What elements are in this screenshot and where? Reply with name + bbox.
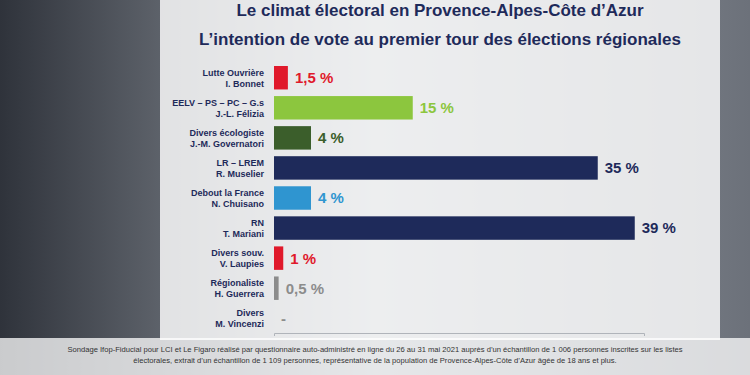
party: Divers: [236, 308, 264, 318]
party: LR – LREM: [216, 158, 264, 168]
data-label: 1 %: [290, 250, 316, 267]
x-axis: [275, 334, 645, 337]
candidate: V. Laupies: [220, 259, 264, 269]
bar: [274, 246, 283, 269]
bar: [274, 186, 311, 209]
candidate: N. Chuisano: [211, 199, 264, 209]
bar: [274, 216, 635, 239]
candidate: T. Mariani: [223, 229, 264, 239]
candidate: M. Vincenzi: [215, 319, 264, 329]
category-label: DiversM. Vincenzi: [215, 308, 264, 329]
candidate: I. Bonnet: [226, 79, 265, 89]
category-label: RégionalisteH. Guerrera: [210, 278, 265, 299]
bar: [274, 126, 311, 149]
data-label: 1,5 %: [295, 69, 333, 86]
category-label: Divers souv.V. Laupies: [211, 248, 264, 269]
bar: [274, 276, 279, 299]
party: Debout la France: [191, 188, 264, 198]
data-label: 15 %: [420, 99, 454, 116]
category-label: LR – LREMR. Muselier: [216, 158, 265, 179]
category-label: Lutte OuvrièreI. Bonnet: [202, 68, 264, 89]
party: RN: [251, 218, 264, 228]
data-labels: 1,5 % 15 % 4 % 35 % 4 % 39 % 1 % 0,5 %-: [281, 69, 676, 327]
party: Divers souv.: [211, 248, 264, 258]
party: Lutte Ouvrière: [202, 68, 264, 78]
source-note: Sondage Ifop-Fiducial pour LCI et Le Fig…: [67, 345, 682, 354]
title: Le climat électoral en Provence-Alpes-Cô…: [236, 1, 644, 20]
data-label: 4 %: [318, 189, 344, 206]
category-labels: Lutte OuvrièreI. Bonnet EELV – PS – PC – …: [172, 68, 265, 330]
category-label: Debout la FranceN. Chuisano: [191, 188, 265, 209]
category-label: Divers écologisteJ.-M. Governatori: [189, 128, 264, 149]
footer-panel: [0, 338, 750, 375]
party: Régionaliste: [210, 278, 264, 288]
candidate: H. Guerrera: [214, 289, 265, 299]
chart: Le climat électoral en Provence-Alpes-Cô…: [0, 0, 750, 375]
panel: [160, 0, 720, 340]
data-label: 35 %: [605, 159, 639, 176]
data-label: -: [281, 310, 286, 327]
source-note: électorales, extrait d’un échantillon de…: [133, 356, 616, 365]
candidate: J.-M. Governatori: [190, 139, 264, 149]
subtitle: L’intention de vote au premier tour des …: [199, 30, 681, 49]
bar: [274, 156, 598, 179]
category-label: EELV – PS – PC – G.sJ.-L. Félizia: [172, 98, 265, 119]
background: [0, 0, 750, 375]
bar: [274, 66, 288, 89]
candidate: R. Muselier: [216, 169, 265, 179]
category-label: RNT. Mariani: [223, 218, 264, 239]
data-label: 39 %: [642, 219, 676, 236]
bars: [274, 66, 635, 300]
x-axis-line: [275, 334, 645, 337]
data-label: 4 %: [318, 129, 344, 146]
candidate: J.-L. Félizia: [215, 109, 265, 119]
party: EELV – PS – PC – G.s: [172, 98, 264, 108]
data-label: 0,5 %: [286, 280, 324, 297]
party: Divers écologiste: [189, 128, 264, 138]
bar: [274, 96, 413, 119]
